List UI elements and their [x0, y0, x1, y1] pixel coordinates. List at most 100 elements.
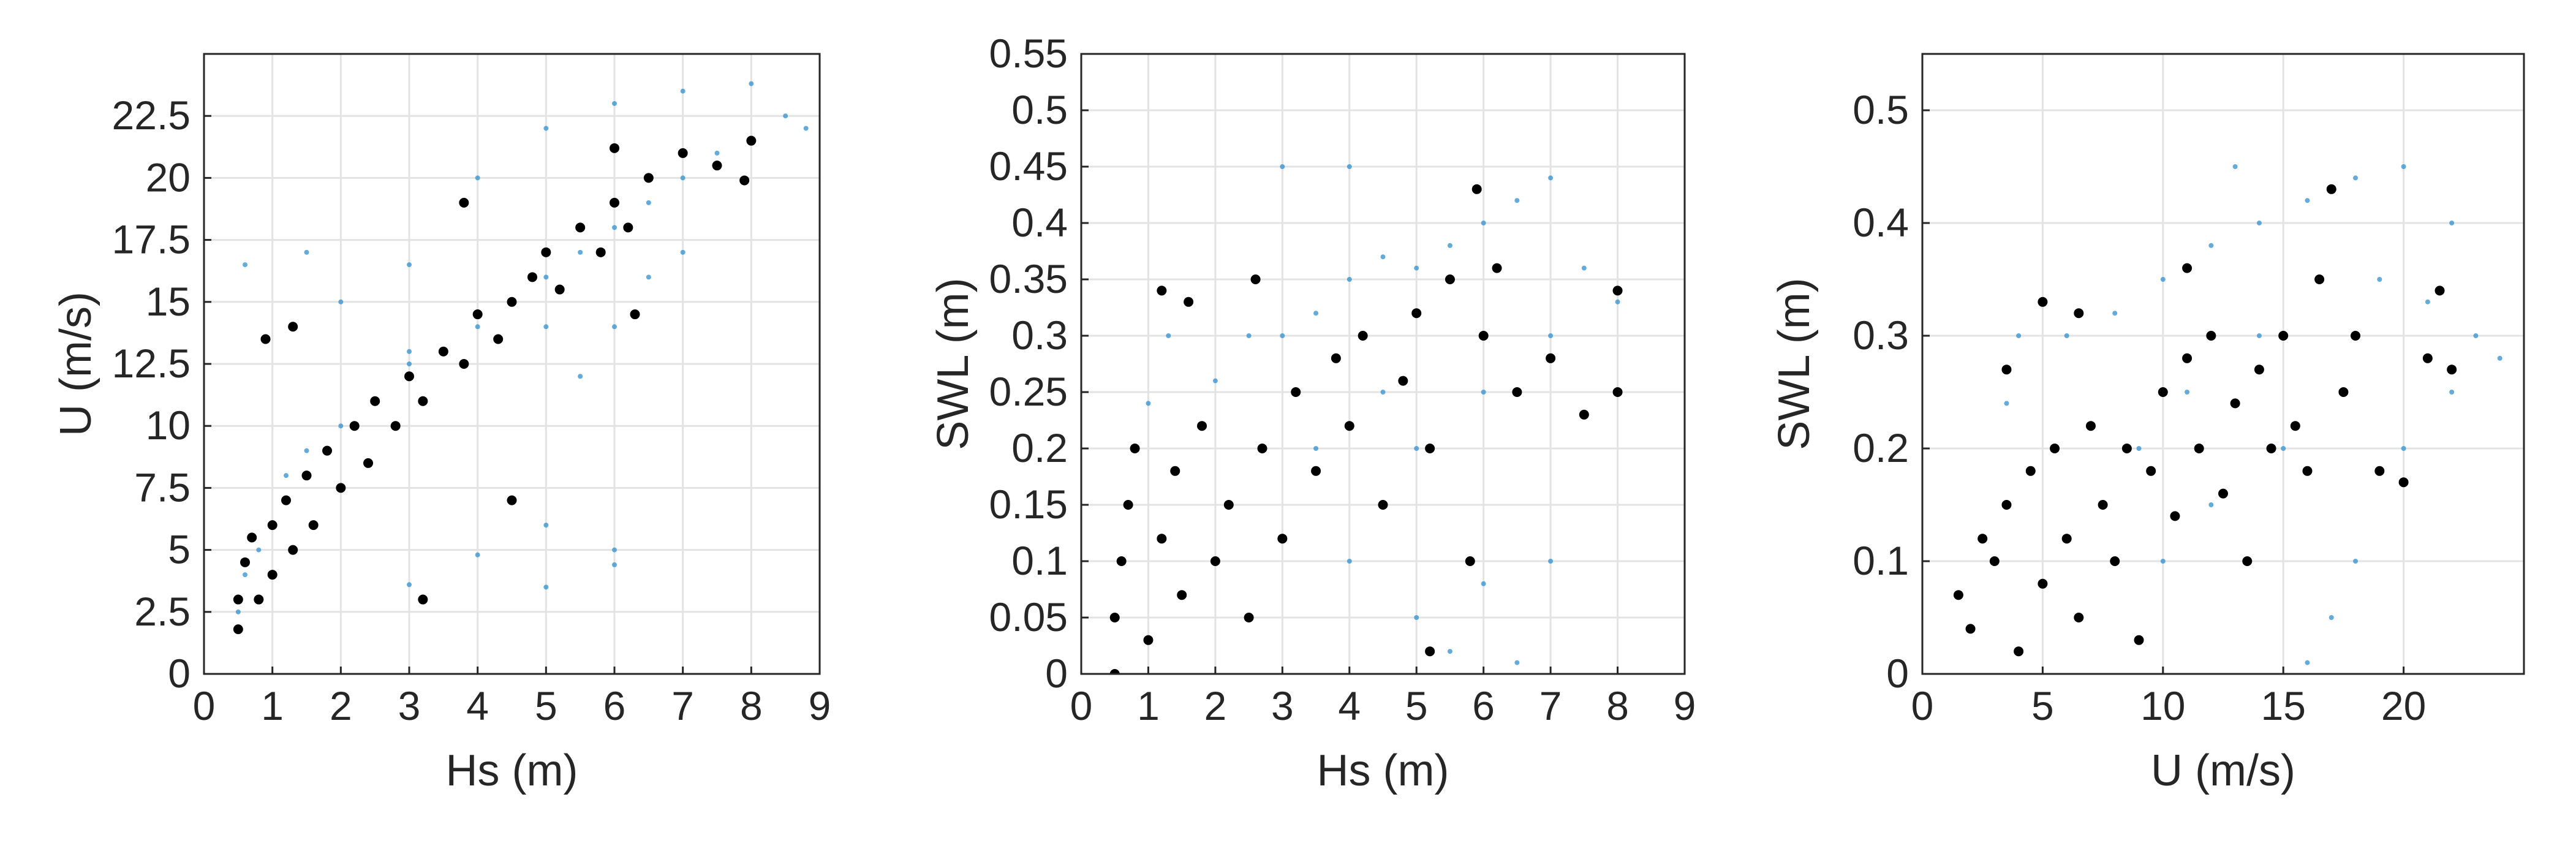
- blue-data-point: [612, 547, 617, 553]
- x-tick-label: 1: [1137, 683, 1160, 728]
- black-data-point: [1250, 274, 1261, 284]
- black-data-point: [472, 309, 483, 320]
- blue-data-point: [1481, 581, 1486, 586]
- black-data-point: [1170, 466, 1180, 476]
- black-data-point: [2134, 635, 2144, 645]
- black-data-point: [2447, 365, 2457, 375]
- x-tick-label: 2: [330, 683, 352, 728]
- x-tick-label: 10: [2140, 683, 2185, 728]
- black-data-point: [404, 371, 414, 382]
- black-data-point: [1512, 387, 1522, 397]
- x-tick-label: 15: [2261, 683, 2305, 728]
- axes-box: [1080, 53, 1686, 675]
- y-tick-label: 20: [146, 154, 191, 200]
- blue-data-point: [543, 126, 549, 131]
- black-data-point: [1244, 613, 1254, 622]
- blue-data-point: [1380, 254, 1386, 260]
- blue-data-point: [646, 274, 651, 280]
- blue-data-point: [475, 324, 480, 330]
- blue-data-point: [407, 262, 412, 268]
- black-data-point: [254, 594, 264, 605]
- x-tick-label: 7: [1539, 683, 1562, 728]
- blue-data-point: [1313, 446, 1319, 451]
- black-data-point: [2085, 421, 2096, 431]
- x-tick-label: 20: [2381, 683, 2426, 728]
- black-data-point: [281, 495, 291, 505]
- black-data-point: [233, 594, 243, 605]
- x-tick-label: 0: [193, 683, 216, 728]
- black-data-point: [260, 334, 271, 344]
- scatter-chart-swl-vs-u: 0 5 10 15 20 0 0.1 0.2 0.3 0.4 0.5 U (m/s) SWL (m): [1770, 53, 2525, 795]
- y-tick-label: 7.5: [134, 464, 191, 510]
- black-data-point: [2014, 646, 2024, 657]
- blue-data-point: [2160, 559, 2166, 564]
- black-data-point: [2290, 421, 2300, 431]
- blue-data-point: [1280, 333, 1285, 338]
- black-data-point: [1157, 285, 1167, 296]
- blue-data-point: [407, 349, 412, 354]
- blue-data-point: [2401, 446, 2406, 451]
- x-tick-label: 7: [671, 683, 694, 728]
- blue-data-point: [407, 582, 412, 588]
- black-data-point: [643, 173, 654, 183]
- black-data-point: [2061, 534, 2072, 544]
- blue-data-point: [2449, 390, 2455, 395]
- y-tick-label: 0.1: [1853, 538, 1909, 583]
- black-data-point: [630, 309, 640, 320]
- y-tick-label: 0.4: [1011, 200, 1068, 245]
- black-data-point: [1989, 556, 2000, 566]
- x-tick-label: 6: [603, 683, 626, 728]
- x-tick-label: 5: [535, 683, 557, 728]
- black-data-point: [1965, 624, 1976, 634]
- black-data-point: [288, 545, 298, 555]
- black-data-point: [595, 247, 606, 257]
- black-data-point: [1157, 534, 1167, 544]
- blue-data-point: [1548, 333, 1554, 338]
- blue-data-point: [2305, 198, 2310, 203]
- x-tick-label: 4: [1338, 683, 1361, 728]
- black-data-point: [712, 161, 722, 171]
- black-data-point: [1116, 556, 1127, 566]
- blue-data-point: [543, 584, 549, 590]
- blue-data-point: [803, 126, 809, 131]
- blue-data-point: [475, 552, 480, 558]
- black-data-point: [390, 421, 401, 431]
- x-tick-label: 9: [1674, 683, 1696, 728]
- blue-data-point: [2160, 277, 2166, 282]
- black-data-point: [240, 557, 250, 567]
- black-data-point: [1130, 444, 1140, 453]
- y-tick-label: 0: [1045, 651, 1068, 696]
- black-data-point: [1123, 500, 1133, 510]
- blue-data-point: [2112, 311, 2118, 316]
- black-data-point: [1579, 409, 1589, 420]
- black-data-point: [1378, 500, 1388, 510]
- y-tick-label: 0.05: [989, 594, 1068, 640]
- black-data-point: [1223, 500, 1234, 510]
- black-data-point: [1465, 556, 1475, 566]
- y-tick-label: 0.5: [1011, 87, 1068, 132]
- blue-data-point: [2016, 333, 2022, 338]
- x-tick-label: 3: [1271, 683, 1294, 728]
- black-data-point: [336, 483, 346, 493]
- blue-data-point: [243, 262, 247, 268]
- black-data-point: [623, 222, 633, 233]
- black-data-point: [2074, 613, 2084, 622]
- black-data-point: [2182, 263, 2193, 273]
- blue-data-point: [1514, 198, 1520, 203]
- blue-data-point: [749, 81, 754, 86]
- blue-data-point: [407, 361, 412, 366]
- black-data-point: [575, 222, 586, 233]
- x-tick-label: 2: [1204, 683, 1227, 728]
- blue-data-point: [2401, 164, 2406, 169]
- blue-data-point: [2425, 299, 2430, 304]
- y-tick-label: 0: [168, 651, 191, 696]
- blue-data-point: [578, 249, 583, 255]
- blue-data-point: [783, 113, 788, 119]
- blue-data-point: [2473, 333, 2479, 338]
- black-data-point: [1953, 590, 1963, 600]
- x-tick-label: 4: [466, 683, 489, 728]
- blue-data-point: [680, 249, 686, 255]
- black-data-point: [418, 594, 428, 605]
- y-tick-label: 0.35: [989, 256, 1068, 301]
